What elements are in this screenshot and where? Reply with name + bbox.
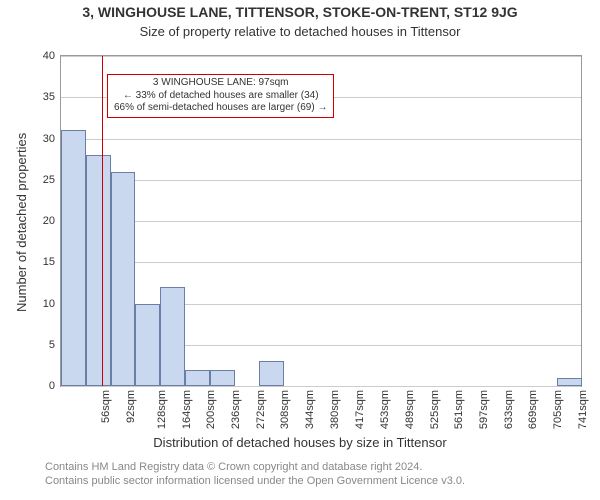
y-tick-label: 30: [43, 133, 55, 145]
x-tick-label: 489sqm: [404, 390, 416, 429]
annotation-callout: 3 WINGHOUSE LANE: 97sqm← 33% of detached…: [107, 74, 334, 118]
y-tick-label: 40: [43, 50, 55, 62]
x-tick-label: 417sqm: [354, 390, 366, 429]
gridline-h: [61, 221, 581, 222]
annotation-line: 66% of semi-detached houses are larger (…: [114, 102, 327, 115]
y-tick-label: 5: [49, 339, 55, 351]
annotation-line: 3 WINGHOUSE LANE: 97sqm: [114, 77, 327, 90]
histogram-bar: [557, 378, 582, 386]
x-tick-label: 597sqm: [478, 390, 490, 429]
histogram-bar: [160, 287, 185, 386]
y-tick-label: 25: [43, 174, 55, 186]
x-tick-label: 272sqm: [255, 390, 267, 429]
x-tick-label: 344sqm: [304, 390, 316, 429]
x-tick-label: 200sqm: [205, 390, 217, 429]
property-marker-line: [102, 56, 103, 386]
x-tick-label: 164sqm: [181, 390, 193, 429]
x-tick-label: 669sqm: [528, 390, 540, 429]
plot-area: 051015202530354056sqm92sqm128sqm164sqm20…: [60, 55, 582, 387]
annotation-line: ← 33% of detached houses are smaller (34…: [114, 90, 327, 103]
x-tick-label: 633sqm: [503, 390, 515, 429]
x-tick-label: 453sqm: [379, 390, 391, 429]
gridline-h: [61, 56, 581, 57]
x-tick-label: 705sqm: [552, 390, 564, 429]
x-tick-label: 128sqm: [156, 390, 168, 429]
gridline-h: [61, 262, 581, 263]
x-tick-label: 92sqm: [125, 390, 137, 423]
x-tick-label: 380sqm: [329, 390, 341, 429]
chart-title: 3, WINGHOUSE LANE, TITTENSOR, STOKE-ON-T…: [0, 4, 600, 20]
footer-line-1: Contains HM Land Registry data © Crown c…: [45, 460, 465, 474]
x-tick-label: 56sqm: [100, 390, 112, 423]
histogram-bar: [111, 172, 136, 387]
y-tick-label: 0: [49, 380, 55, 392]
x-tick-label: 236sqm: [230, 390, 242, 429]
gridline-h: [61, 386, 581, 387]
footer-attribution: Contains HM Land Registry data © Crown c…: [45, 460, 465, 489]
footer-line-2: Contains public sector information licen…: [45, 474, 465, 488]
histogram-bar: [61, 130, 86, 386]
gridline-h: [61, 180, 581, 181]
histogram-bar: [86, 155, 111, 386]
x-tick-label: 525sqm: [429, 390, 441, 429]
x-tick-label: 741sqm: [577, 390, 589, 429]
x-tick-label: 561sqm: [453, 390, 465, 429]
y-axis-label: Number of detached properties: [14, 133, 29, 312]
y-tick-label: 20: [43, 215, 55, 227]
histogram-bar: [185, 370, 210, 387]
histogram-bar: [210, 370, 235, 387]
histogram-bar: [259, 361, 284, 386]
y-tick-label: 15: [43, 256, 55, 268]
chart-subtitle: Size of property relative to detached ho…: [0, 24, 600, 39]
y-tick-label: 10: [43, 298, 55, 310]
gridline-h: [61, 139, 581, 140]
histogram-bar: [135, 304, 160, 387]
y-tick-label: 35: [43, 91, 55, 103]
x-axis-label: Distribution of detached houses by size …: [0, 435, 600, 450]
x-tick-label: 308sqm: [280, 390, 292, 429]
chart-container: 3, WINGHOUSE LANE, TITTENSOR, STOKE-ON-T…: [0, 0, 600, 500]
